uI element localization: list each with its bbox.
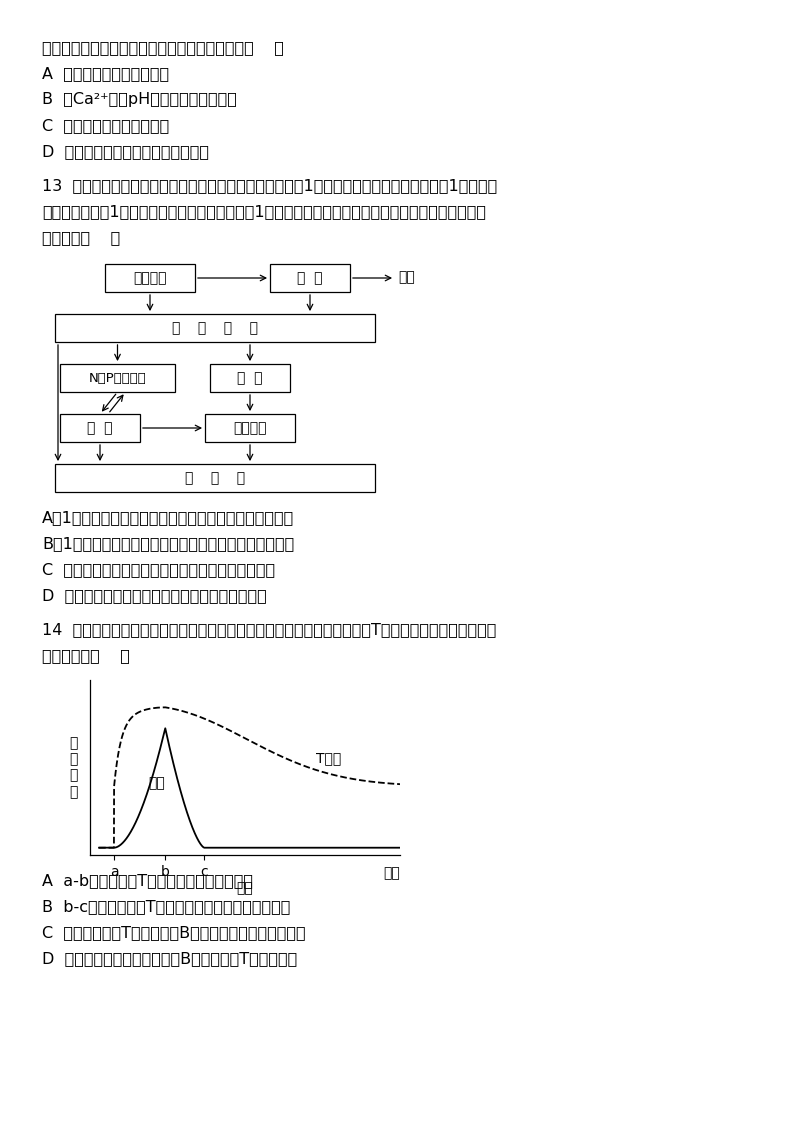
Text: A．1周后藻类和浮游动物增加，水体富营养化程度会减轻: A．1周后藻类和浮游动物增加，水体富营养化程度会减轻 <box>42 510 295 524</box>
Text: B．1个月后藻类在虾池的物质循环过程中仍处于主要地位: B．1个月后藻类在虾池的物质循环过程中仍处于主要地位 <box>42 536 295 551</box>
Bar <box>205 414 295 442</box>
Text: 述错误的是（    ）: 述错误的是（ ） <box>42 648 130 663</box>
Text: 藻  类: 藻 类 <box>87 421 113 435</box>
Text: 细  菌: 细 菌 <box>237 371 263 385</box>
Text: A  a-b期间辅助性T细胞增殖并分泌细胞因子: A a-b期间辅助性T细胞增殖并分泌细胞因子 <box>42 873 253 888</box>
Text: 人工饲料: 人工饲料 <box>133 271 167 285</box>
Text: B  高Ca²⁺－高pH溶液可促进细胞融合: B 高Ca²⁺－高pH溶液可促进细胞融合 <box>42 92 237 107</box>
X-axis label: 时间: 时间 <box>237 882 253 895</box>
Y-axis label: 相
对
数
量: 相 对 数 量 <box>69 737 78 798</box>
Text: D  异养细菌依赖虾池生态系统中的沉积物提供营养: D 异养细菌依赖虾池生态系统中的沉积物提供营养 <box>42 588 267 603</box>
Text: 合，以提高人参皂苷的产率。下列叙述错误的是（    ）: 合，以提高人参皂苷的产率。下列叙述错误的是（ ） <box>42 40 284 55</box>
Text: 浮游动物: 浮游动物 <box>233 421 267 435</box>
Text: D  杂交细胞可能具有生长快速的优势: D 杂交细胞可能具有生长快速的优势 <box>42 144 209 159</box>
Text: C  融合的细胞即为杂交细胞: C 融合的细胞即为杂交细胞 <box>42 118 169 133</box>
Text: 14  病原体感染可引起人体产生免疫反应。如图表示某人被病毒感染后体内T细胞和病毒的变化。下列叙: 14 病原体感染可引起人体产生免疫反应。如图表示某人被病毒感染后体内T细胞和病毒… <box>42 622 496 637</box>
Text: 沉    积    物: 沉 积 物 <box>185 471 245 485</box>
Bar <box>60 364 175 392</box>
Text: A  细胞融合前应去除细胞壁: A 细胞融合前应去除细胞壁 <box>42 66 169 81</box>
Bar <box>105 264 195 292</box>
Text: 病毒: 病毒 <box>148 776 164 789</box>
Text: C  浮游动物摄食藻类、细菌和有机碎屑，属于消费者: C 浮游动物摄食藻类、细菌和有机碎屑，属于消费者 <box>42 562 276 577</box>
Text: 13  凡纳滨对虾是华南地区养殖规模最大的对虾种类。放苗1周内虾苗取食藻类和浮游动物，1周后开始: 13 凡纳滨对虾是华南地区养殖规模最大的对虾种类。放苗1周内虾苗取食藻类和浮游动… <box>42 179 497 193</box>
Text: B  b-c期间细胞毒性T细胞大量裂解被病毒感染的细胞: B b-c期间细胞毒性T细胞大量裂解被病毒感染的细胞 <box>42 900 291 914</box>
Text: D  病毒和细菌感染可刺激记忆B细胞和记忆T细胞的形成: D 病毒和细菌感染可刺激记忆B细胞和记忆T细胞的形成 <box>42 951 297 966</box>
Text: 投喂人工饲料，1个月后对虾完全取食人工饲料。1个月后虾池生态系统的物质循环过程见图。下列叙述: 投喂人工饲料，1个月后对虾完全取食人工饲料。1个月后虾池生态系统的物质循环过程见… <box>42 204 486 219</box>
Bar <box>55 314 375 343</box>
Text: 收获: 收获 <box>398 270 414 284</box>
Bar <box>60 414 140 442</box>
Bar <box>55 464 375 492</box>
Text: 对  虾: 对 虾 <box>297 271 322 285</box>
Bar <box>210 364 290 392</box>
Text: 有    机    碎    屑: 有 机 碎 屑 <box>172 321 258 335</box>
Text: 正确的是（    ）: 正确的是（ ） <box>42 230 120 245</box>
Bar <box>270 264 350 292</box>
Text: T细胞: T细胞 <box>316 751 341 766</box>
Text: 数天: 数天 <box>384 867 400 880</box>
Text: C  病毒与辅助性T细胞接触为B细胞的激活提供第二个信号: C 病毒与辅助性T细胞接触为B细胞的激活提供第二个信号 <box>42 925 306 940</box>
Text: N、P等无机盐: N、P等无机盐 <box>89 372 146 384</box>
